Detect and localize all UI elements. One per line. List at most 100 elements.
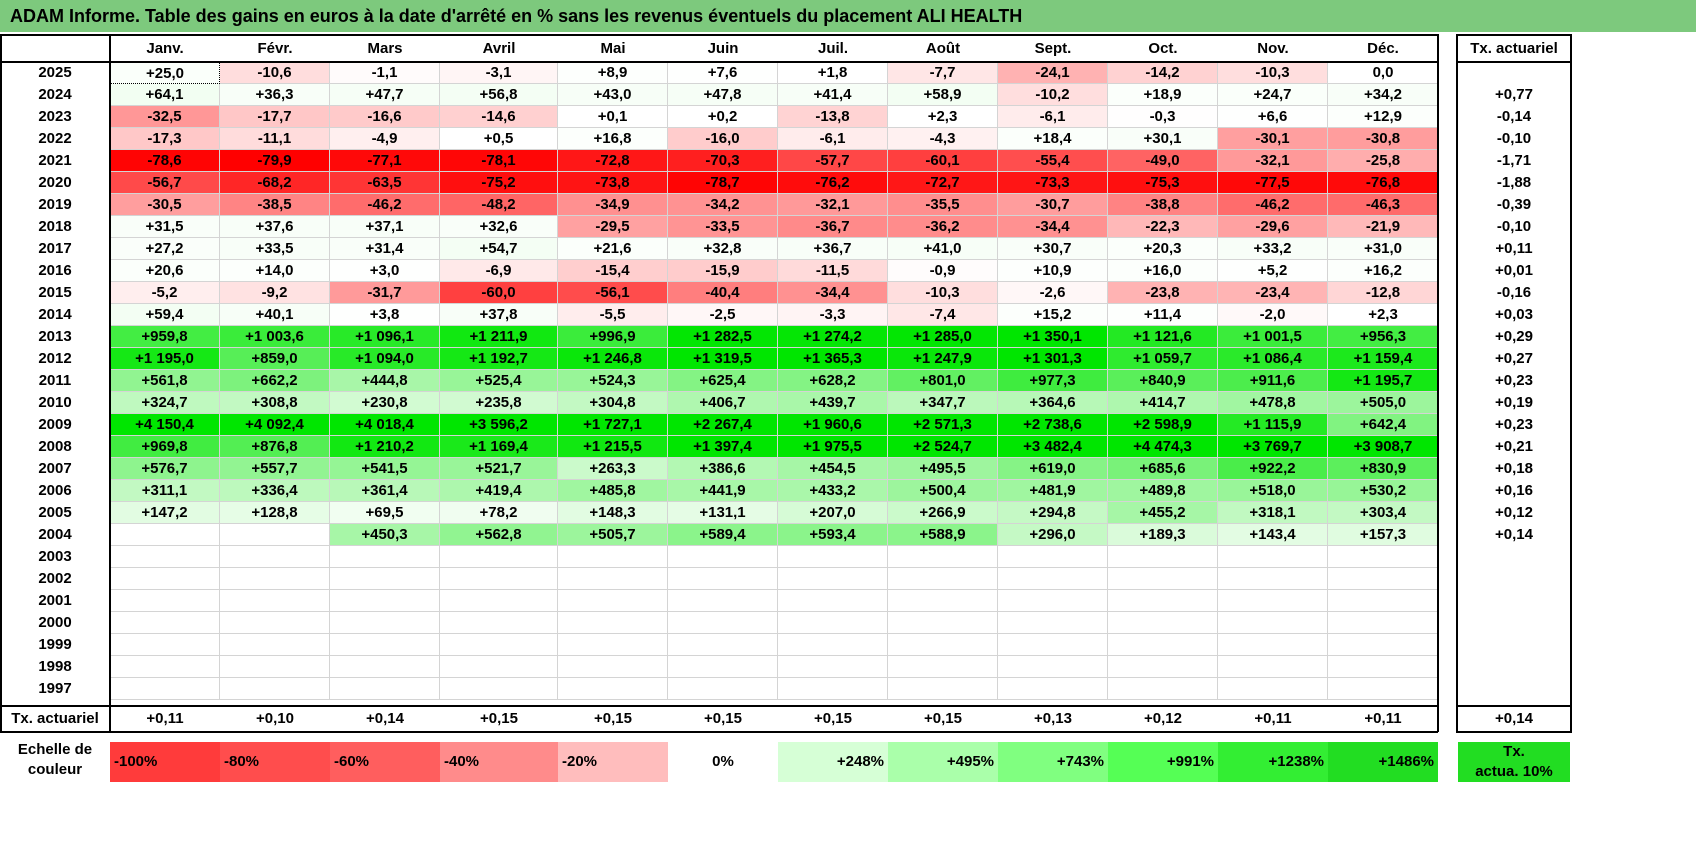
scale-annual: Tx. actua. 10% [1458,742,1570,782]
table-cell [888,612,998,634]
table-cell: +628,2 [778,370,888,392]
scale-annual-line1: Tx. [1503,743,1525,760]
month-header: Avril [482,40,516,57]
year-label: 2015 [38,284,72,301]
table-cell [778,546,888,568]
table-cell: -16,6 [330,106,440,128]
table-cell: -11,5 [778,260,888,282]
table-cell [1328,612,1438,634]
table-cell: +296,0 [998,524,1108,546]
table-cell: -25,8 [1328,150,1438,172]
table-cell [220,546,330,568]
table-cell [558,546,668,568]
table-cell: +977,3 [998,370,1108,392]
table-cell: -56,1 [558,282,668,304]
table-cell: +1 365,3 [778,348,888,370]
table-cell [220,524,330,546]
footer-annual: +0,14 [1495,710,1533,727]
month-header: Oct. [1148,40,1178,57]
table-cell: +21,6 [558,238,668,260]
table-cell: -6,1 [998,106,1108,128]
table-cell [668,612,778,634]
table-cell: +2,3 [888,106,998,128]
table-cell: -2,0 [1218,304,1328,326]
table-cell: -34,4 [998,216,1108,238]
scale-swatch: +495% [888,742,998,782]
table-cell [1328,678,1438,700]
table-cell: +1 094,0 [330,348,440,370]
table-cell: +1 215,5 [558,436,668,458]
scale-swatch: -100% [110,742,220,782]
scale-swatch: -20% [558,742,668,782]
year-label: 2004 [38,526,72,543]
table-cell [220,590,330,612]
month-header: Mars [367,40,403,57]
year-label: 2000 [38,614,72,631]
table-cell: +16,2 [1328,260,1438,282]
footer-value: +0,14 [366,710,404,727]
table-cell: +47,8 [668,84,778,106]
table-cell: +1 192,7 [440,348,558,370]
scale-swatch: +1486% [1328,742,1438,782]
table-cell: -30,8 [1328,128,1438,150]
table-cell: +662,2 [220,370,330,392]
table-cell: +58,9 [888,84,998,106]
table-cell: -22,3 [1108,216,1218,238]
table-cell [888,634,998,656]
year-label: 2022 [38,130,72,147]
table-cell [1218,678,1328,700]
table-cell: +32,6 [440,216,558,238]
table-cell: +1 301,3 [998,348,1108,370]
year-label: 2017 [38,240,72,257]
year-label: 1997 [38,680,72,697]
table-cell: +14,0 [220,260,330,282]
table-cell: -6,9 [440,260,558,282]
table-cell: +454,5 [778,458,888,480]
table-cell: +1 001,5 [1218,326,1328,348]
year-label: 1998 [38,658,72,675]
table-cell [330,678,440,700]
table-cell: +3 596,2 [440,414,558,436]
table-cell: +1 319,5 [668,348,778,370]
table-cell [440,568,558,590]
month-header: Mai [600,40,626,57]
table-cell [330,612,440,634]
table-cell: -2,6 [998,282,1108,304]
table-cell [888,568,998,590]
annual-value: +0,21 [1495,438,1533,455]
table-cell: -5,5 [558,304,668,326]
table-cell: +364,6 [998,392,1108,414]
table-cell: -32,1 [778,194,888,216]
table-cell: -40,4 [668,282,778,304]
footer-value: +0,15 [704,710,742,727]
table-cell: +433,2 [778,480,888,502]
table-cell [110,546,220,568]
table-cell: +131,1 [668,502,778,524]
table-cell [440,656,558,678]
table-cell: +30,7 [998,238,1108,260]
table-cell: -24,1 [998,62,1108,84]
table-cell: +485,8 [558,480,668,502]
table-cell: +1 210,2 [330,436,440,458]
table-cell: +2 571,3 [888,414,998,436]
table-cell: -30,5 [110,194,220,216]
table-cell: -72,8 [558,150,668,172]
table-cell [888,590,998,612]
table-cell: -75,3 [1108,172,1218,194]
table-cell: +1 115,9 [1218,414,1328,436]
table-cell: +56,8 [440,84,558,106]
table-cell: +619,0 [998,458,1108,480]
month-header: Nov. [1257,40,1289,57]
table-cell [440,546,558,568]
table-cell [1218,568,1328,590]
table-cell: +347,7 [888,392,998,414]
annual-value: +0,29 [1495,328,1533,345]
table-cell: +996,9 [558,326,668,348]
year-label: 2013 [38,328,72,345]
year-label: 2008 [38,438,72,455]
table-cell [110,524,220,546]
table-cell: +11,4 [1108,304,1218,326]
table-cell: +4 150,4 [110,414,220,436]
table-cell [110,634,220,656]
table-cell [220,612,330,634]
